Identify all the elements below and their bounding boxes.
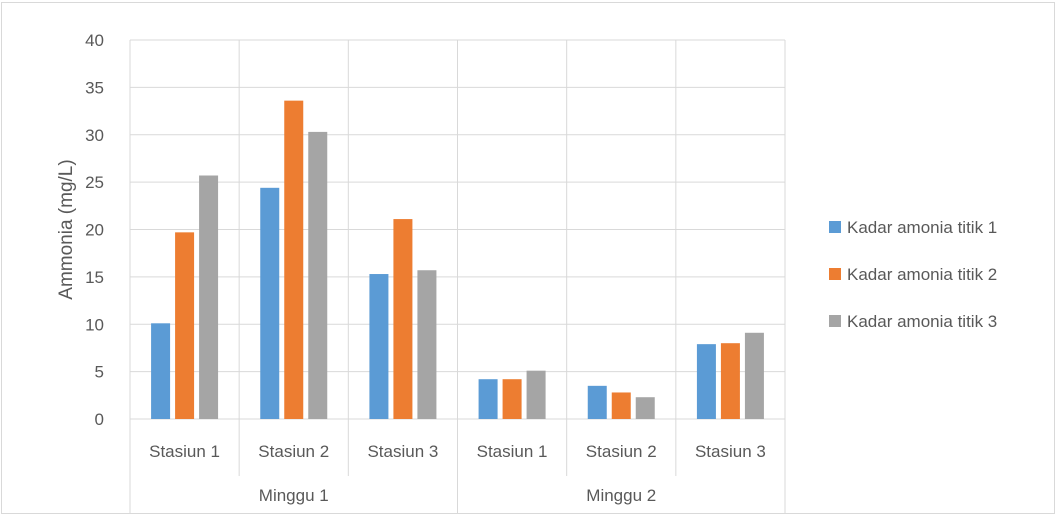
y-axis-label: Ammonia (mg/L) [56, 159, 77, 299]
legend-swatch [829, 268, 841, 280]
bar [720, 343, 740, 419]
bar [696, 344, 716, 419]
y-tick-label: 25 [85, 173, 104, 192]
bar [260, 187, 280, 419]
y-tick-label: 10 [85, 315, 104, 334]
bar [393, 219, 413, 419]
y-tick-label: 30 [85, 126, 104, 145]
bar [526, 370, 546, 419]
x-category-label: Stasiun 1 [477, 442, 548, 461]
bar [175, 232, 195, 419]
bar [199, 175, 219, 419]
legend-label: Kadar amonia titik 3 [847, 312, 997, 331]
y-axis-ticks: 0 5 10 15 20 25 30 35 40 [85, 31, 104, 429]
bar [284, 100, 304, 419]
x-category-label: Stasiun 3 [695, 442, 766, 461]
y-tick-label: 15 [85, 268, 104, 287]
x-category-label: Stasiun 2 [258, 442, 329, 461]
x-axis-categories: Stasiun 1 Stasiun 2 Stasiun 3 Stasiun 1 Stas… [149, 442, 766, 505]
bar [744, 332, 764, 419]
legend: Kadar amonia titik 1 Kadar amonia titik 2… [829, 218, 997, 331]
bar [417, 270, 437, 419]
bar [151, 323, 171, 419]
legend-swatch [829, 315, 841, 327]
bar [587, 385, 607, 419]
bar [502, 379, 522, 419]
x-group-label: Minggu 2 [586, 486, 656, 505]
x-category-label: Stasiun 1 [149, 442, 220, 461]
bar [635, 397, 655, 419]
y-tick-label: 40 [85, 31, 104, 50]
bars [151, 100, 764, 419]
y-tick-label: 5 [95, 363, 104, 382]
x-category-label: Stasiun 2 [586, 442, 657, 461]
bar [478, 379, 498, 419]
bar [611, 392, 631, 419]
bar [369, 274, 389, 419]
y-tick-label: 35 [85, 78, 104, 97]
y-tick-label: 20 [85, 221, 104, 240]
x-group-label: Minggu 1 [259, 486, 329, 505]
bar [308, 131, 328, 419]
y-tick-label: 0 [95, 410, 104, 429]
x-category-label: Stasiun 3 [367, 442, 438, 461]
legend-swatch [829, 221, 841, 233]
legend-label: Kadar amonia titik 1 [847, 218, 997, 237]
legend-label: Kadar amonia titik 2 [847, 265, 997, 284]
gridlines [129, 39, 786, 514]
